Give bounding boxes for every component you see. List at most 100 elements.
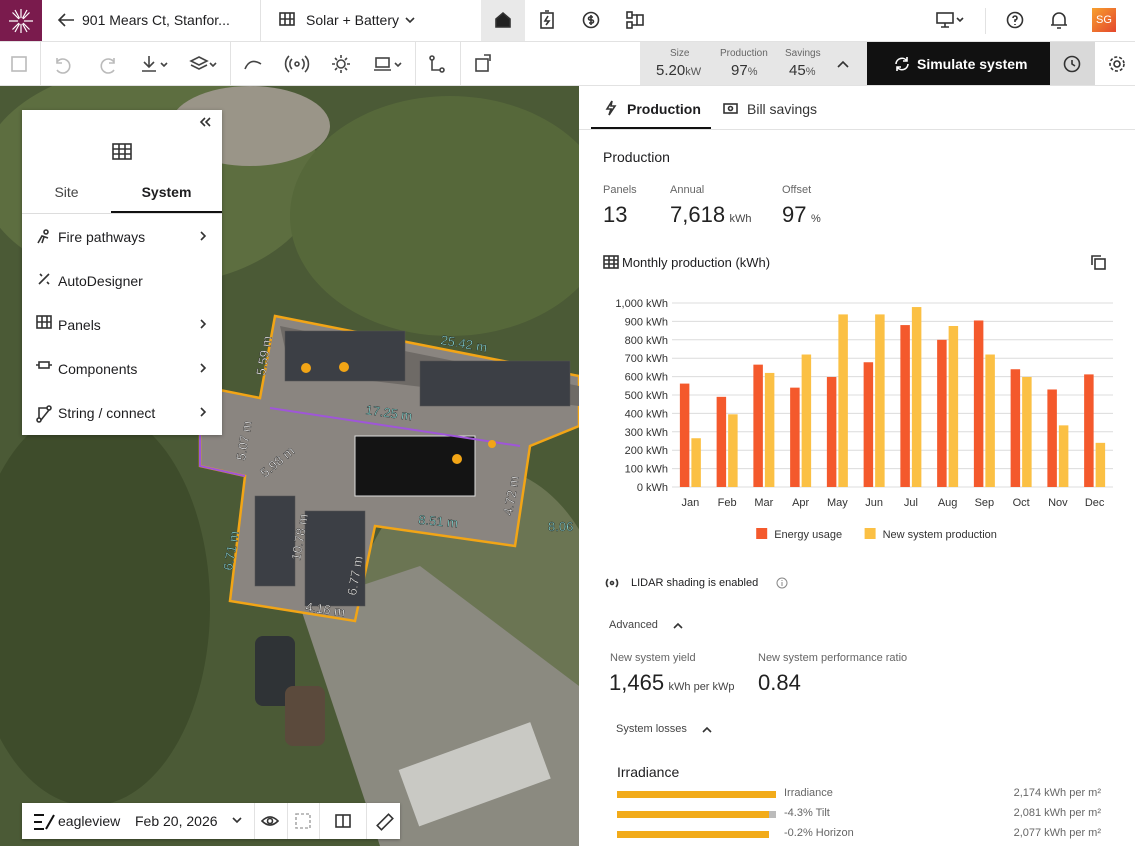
menu-item[interactable]: Fire pathways bbox=[58, 229, 146, 245]
stat-label: Production bbox=[720, 48, 768, 59]
grid-icon bbox=[279, 12, 295, 26]
info-icon[interactable] bbox=[776, 577, 788, 589]
simulate-button[interactable] bbox=[867, 42, 1050, 85]
advanced-toggle[interactable]: Advanced bbox=[609, 619, 658, 631]
battery-icon[interactable] bbox=[539, 10, 555, 30]
loss-value: 2,077 kWh per m² bbox=[1013, 827, 1101, 839]
stat: 45% bbox=[789, 62, 815, 80]
y-tick-label: 100 kWh bbox=[625, 464, 668, 476]
equipment-icon[interactable] bbox=[626, 11, 644, 29]
stat-value: 45 bbox=[789, 62, 806, 79]
losses-toggle[interactable]: System losses bbox=[616, 723, 687, 735]
metric-value: 0.84 bbox=[758, 670, 801, 695]
home-icon[interactable] bbox=[494, 11, 512, 29]
collapse-icon[interactable] bbox=[198, 116, 212, 128]
map-dimension: 4.16 m bbox=[305, 599, 346, 619]
menu-item[interactable]: AutoDesigner bbox=[58, 273, 143, 289]
map-footer: eagleview Feb 20, 2026 bbox=[22, 803, 400, 839]
help-icon[interactable] bbox=[1006, 11, 1024, 29]
loss-label: -0.2% Horizon bbox=[784, 827, 854, 839]
settings-icon[interactable] bbox=[1108, 55, 1126, 73]
loss-value: 2,081 kWh per m² bbox=[1013, 807, 1101, 819]
tab[interactable]: Site bbox=[54, 184, 79, 200]
bar bbox=[1010, 369, 1021, 487]
divider bbox=[22, 213, 222, 214]
simulate-label[interactable]: Simulate system bbox=[917, 56, 1028, 72]
savings-icon[interactable] bbox=[582, 11, 600, 29]
brand: eagleview bbox=[58, 813, 121, 829]
x-tick-label: Sep bbox=[975, 497, 995, 509]
avatar[interactable]: SG bbox=[1092, 8, 1116, 32]
metric-label: Annual bbox=[670, 184, 705, 196]
tool-icons[interactable] bbox=[0, 42, 500, 86]
bar bbox=[790, 387, 800, 487]
x-tick-label: Jan bbox=[682, 497, 700, 509]
chevron-up[interactable] bbox=[673, 622, 683, 629]
bar bbox=[1058, 425, 1069, 487]
y-tick-label: 1,000 kWh bbox=[615, 298, 668, 310]
bar bbox=[937, 339, 947, 487]
legend-label: New system production bbox=[883, 529, 997, 541]
metric-label: New system yield bbox=[610, 652, 696, 664]
loss-label: -4.3% Tilt bbox=[784, 807, 830, 819]
frame-icon[interactable] bbox=[294, 812, 312, 830]
tab-underline bbox=[591, 127, 711, 129]
bar bbox=[1095, 442, 1106, 487]
stats[interactable] bbox=[640, 42, 867, 85]
tab[interactable]: Production bbox=[627, 101, 701, 117]
tab[interactable]: System bbox=[141, 184, 192, 200]
ruler-icon[interactable] bbox=[374, 812, 394, 832]
loss-value: 2,174 kWh per m² bbox=[1013, 787, 1101, 799]
map-dimension: 5.07 m bbox=[233, 420, 255, 462]
brand-logo bbox=[34, 814, 55, 830]
menu-item[interactable]: Panels bbox=[58, 317, 101, 333]
bar bbox=[875, 314, 885, 487]
back-icon[interactable] bbox=[57, 12, 75, 28]
chevron[interactable] bbox=[232, 817, 242, 825]
metric-unit: % bbox=[810, 213, 821, 225]
chevron-up[interactable] bbox=[702, 726, 712, 733]
loss-bar bbox=[617, 791, 776, 798]
clock-icon bbox=[1063, 55, 1081, 73]
bell-icon[interactable] bbox=[1050, 11, 1068, 31]
bar bbox=[863, 362, 874, 487]
stat-unit: % bbox=[747, 66, 758, 78]
chevron-up[interactable] bbox=[837, 60, 849, 68]
bar bbox=[973, 320, 984, 487]
eye-icon[interactable] bbox=[261, 813, 279, 829]
tab[interactable]: Bill savings bbox=[747, 101, 818, 117]
bar bbox=[728, 414, 738, 487]
bolt-icon bbox=[605, 100, 617, 116]
map-dimension: 6.71 m bbox=[220, 530, 242, 572]
app-logo[interactable] bbox=[0, 0, 42, 42]
copy-icon[interactable] bbox=[1090, 254, 1106, 270]
metric-unit: kWh bbox=[729, 213, 752, 225]
bar bbox=[826, 376, 837, 487]
bar bbox=[900, 325, 910, 487]
map-dimension: 8.51 m bbox=[418, 512, 459, 530]
present-icon[interactable] bbox=[936, 12, 964, 28]
metric: 1,465 kWh per kWp bbox=[609, 670, 735, 696]
table-icon[interactable] bbox=[603, 255, 619, 269]
metric-label: New system performance ratio bbox=[758, 652, 908, 664]
production-panel: Production Bill savings Production Panel… bbox=[579, 86, 1135, 846]
metric-unit: kWh per kWp bbox=[668, 681, 735, 693]
stat-label: Size bbox=[670, 48, 690, 59]
toolbar: Size 5.20kW Production 97% Savings 45% S… bbox=[0, 42, 1135, 86]
x-tick-label: Apr bbox=[792, 497, 809, 509]
bar bbox=[911, 307, 922, 487]
chevron[interactable] bbox=[405, 17, 415, 25]
shade-icon[interactable] bbox=[334, 813, 352, 829]
y-tick-label: 200 kWh bbox=[625, 445, 668, 457]
x-tick-label: Oct bbox=[1013, 497, 1030, 509]
menu-item[interactable]: Components bbox=[58, 361, 138, 377]
address[interactable]: 901 Mears Ct, Stanfor... bbox=[82, 12, 230, 28]
design-name[interactable]: Solar + Battery bbox=[306, 12, 399, 28]
lidar-icon bbox=[605, 578, 619, 588]
menu-item[interactable]: String / connect bbox=[58, 405, 156, 421]
x-tick-label: Mar bbox=[754, 497, 773, 509]
chart-title: Monthly production (kWh) bbox=[622, 255, 771, 270]
imagery-date[interactable]: Feb 20, 2026 bbox=[135, 813, 218, 829]
divider bbox=[579, 129, 1135, 130]
